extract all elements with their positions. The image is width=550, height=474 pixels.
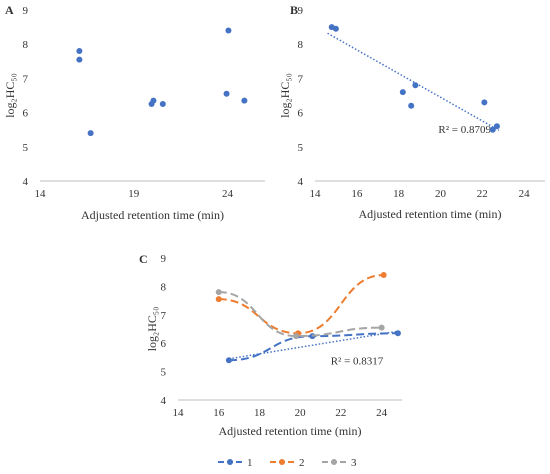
trendline — [327, 32, 500, 132]
data-point — [412, 82, 419, 89]
chart-panel-a: A 4 5 6 7 8 9 14 19 24 Adjusted retention time (mi… — [3, 3, 265, 222]
r-squared-label: R² = 0.8317 — [331, 356, 384, 368]
y-tick-label: 4 — [298, 176, 304, 188]
data-point — [159, 101, 166, 108]
y-tick-label: 7 — [161, 310, 167, 322]
y-tick-label: 8 — [161, 281, 167, 293]
chart-panel-b: B 4 5 6 7 8 9 14 16 18 20 22 24 Adjusted retention ti… — [278, 3, 545, 221]
x-tick-label: 18 — [254, 407, 266, 419]
data-point — [215, 289, 222, 296]
data-point — [408, 102, 415, 109]
y-axis-title: log₂HC₅₀ — [145, 307, 159, 352]
y-tick-label: 9 — [161, 253, 167, 265]
y-tick-label: 7 — [298, 73, 304, 85]
r-squared-label: R² = 0.8709 — [438, 124, 491, 136]
data-point — [241, 97, 248, 104]
y-tick-label: 5 — [298, 142, 304, 154]
legend-marker-1 — [227, 459, 233, 465]
x-tick-label: 16 — [213, 407, 225, 419]
y-tick-label: 9 — [23, 5, 29, 17]
x-tick-label: 19 — [128, 188, 140, 200]
data-point — [225, 357, 232, 364]
data-point — [215, 296, 222, 303]
data-point — [223, 90, 230, 97]
panel-label: B — [290, 3, 298, 17]
x-tick-label: 14 — [35, 188, 47, 200]
data-point — [378, 324, 385, 331]
panel-label: C — [139, 252, 148, 266]
legend-label-2: 2 — [299, 457, 305, 469]
chart-panel-c: C 4 5 6 7 8 9 14 16 18 20 22 24 Adjusted retention ti… — [139, 252, 402, 469]
data-point — [76, 56, 83, 63]
x-axis-title: Adjusted retention time (min) — [359, 207, 502, 221]
x-tick-label: 14 — [310, 188, 322, 200]
data-point — [399, 89, 406, 96]
x-tick-label: 22 — [335, 407, 346, 419]
x-tick-label: 18 — [393, 188, 405, 200]
y-axis-title: log₂HC₅₀ — [278, 73, 292, 118]
panel-label: A — [5, 3, 14, 17]
data-point — [493, 123, 500, 130]
x-tick-label: 16 — [351, 188, 363, 200]
y-axis-title: log₂HC₅₀ — [3, 73, 17, 118]
x-tick-label: 20 — [435, 188, 447, 200]
x-tick-label: 24 — [519, 188, 531, 200]
data-point — [489, 126, 496, 133]
legend-label-1: 1 — [247, 457, 253, 469]
y-tick-label: 6 — [23, 108, 29, 120]
data-point — [150, 97, 157, 104]
y-tick-label: 8 — [298, 39, 304, 51]
data-point — [293, 333, 300, 340]
x-tick-label: 24 — [222, 188, 234, 200]
data-point — [87, 130, 94, 137]
series-line-2 — [218, 274, 384, 335]
legend-marker-3 — [331, 459, 337, 465]
data-point — [225, 27, 232, 34]
data-point — [332, 25, 339, 32]
x-tick-label: 14 — [173, 407, 185, 419]
legend-marker-2 — [279, 459, 285, 465]
legend: 1 2 3 — [218, 457, 357, 469]
x-tick-label: 20 — [295, 407, 307, 419]
x-axis-title: Adjusted retention time (min) — [219, 424, 362, 438]
data-point — [76, 48, 83, 55]
y-tick-label: 9 — [298, 5, 304, 17]
x-axis-title: Adjusted retention time (min) — [81, 208, 224, 222]
y-tick-label: 7 — [23, 73, 29, 85]
x-tick-label: 24 — [376, 407, 388, 419]
data-point — [394, 330, 401, 337]
data-point — [380, 272, 387, 279]
y-tick-label: 6 — [298, 108, 304, 120]
data-point — [481, 99, 488, 106]
y-tick-label: 6 — [161, 338, 167, 350]
y-tick-label: 8 — [23, 39, 29, 51]
y-tick-label: 4 — [161, 395, 167, 407]
y-tick-label: 5 — [23, 142, 29, 154]
legend-label-3: 3 — [351, 457, 357, 469]
y-tick-label: 4 — [23, 176, 29, 188]
x-tick-label: 22 — [477, 188, 488, 200]
y-tick-label: 5 — [161, 367, 167, 379]
series-line-3 — [218, 291, 382, 338]
